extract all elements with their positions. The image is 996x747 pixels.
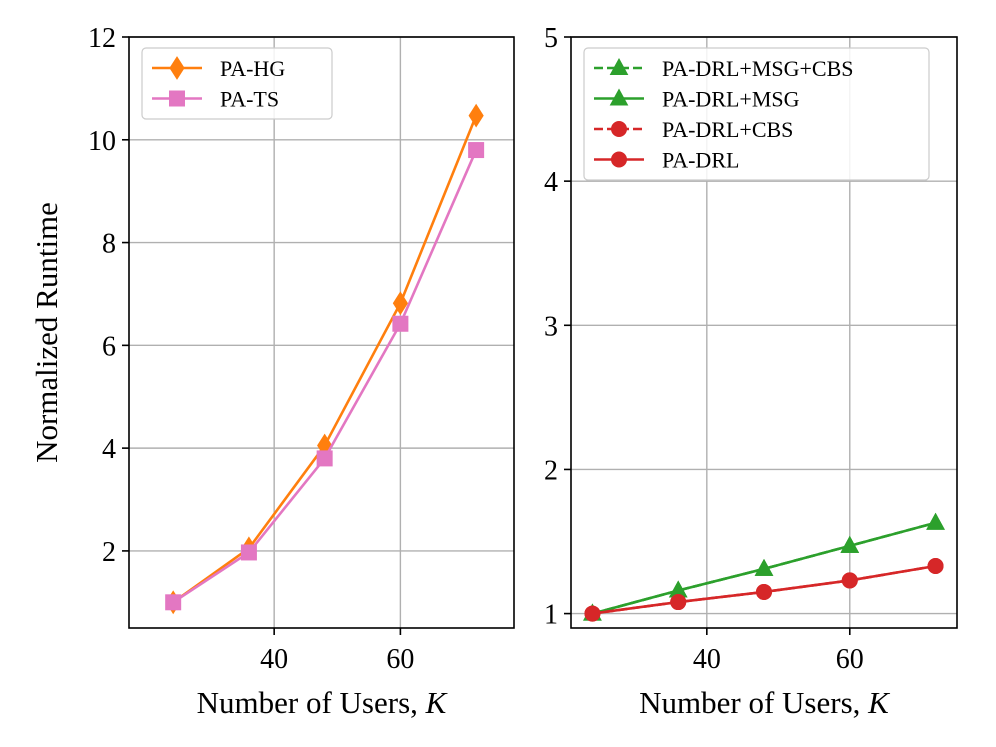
legend-entry: PA-DRL xyxy=(594,148,739,173)
legend-entry: PA-DRL+CBS xyxy=(594,117,793,142)
x-axis-label-variable: K xyxy=(867,685,891,720)
legend-label: PA-DRL+MSG+CBS xyxy=(662,56,854,81)
data-point xyxy=(840,535,860,553)
data-point xyxy=(468,142,485,159)
series-pa-ts xyxy=(165,142,485,611)
legend-box xyxy=(583,47,930,181)
legend: PA-DRL+MSG+CBS PA-DRL+MSG PA-DRL+CBS PA-DRL xyxy=(583,47,930,181)
y-tick-label: 2 xyxy=(544,455,558,486)
legend-marker xyxy=(609,88,629,106)
data-point xyxy=(392,291,408,316)
x-axis-label-text: Number of Users, xyxy=(639,685,868,720)
legend-entry: PA-DRL+MSG xyxy=(594,87,800,112)
y-tick-label: 4 xyxy=(544,167,558,198)
y-axis-label: Normalized Runtime xyxy=(29,202,64,463)
y-tick-label: 6 xyxy=(102,331,116,362)
data-point xyxy=(927,558,944,575)
y-tick-label: 1 xyxy=(544,600,558,631)
chart-panel-1: 40 60 2 4 6 8 10 12 Number of Users, K Normalized… xyxy=(29,23,515,720)
legend-label: PA-DRL+CBS xyxy=(662,117,793,142)
x-axis-label: Number of Users, K xyxy=(197,685,449,720)
x-tick-label: 40 xyxy=(260,644,288,675)
series-line xyxy=(172,149,478,604)
legend-entry: PA-HG xyxy=(152,56,285,81)
data-point xyxy=(841,572,858,589)
x-axis-label-variable: K xyxy=(425,685,449,720)
data-point xyxy=(584,605,601,622)
y-tick-label: 3 xyxy=(544,311,558,342)
data-point xyxy=(670,594,687,611)
data-point xyxy=(392,315,409,332)
data-point xyxy=(316,450,333,467)
legend-entry: PA-DRL+MSG+CBS xyxy=(594,56,854,81)
data-point xyxy=(756,583,772,600)
x-tick-label: 60 xyxy=(386,644,414,675)
y-tick-label: 8 xyxy=(102,229,116,260)
data-point xyxy=(165,594,182,611)
series-pa-drl xyxy=(584,558,944,622)
legend-marker xyxy=(611,151,627,168)
series-pa-drl-msg xyxy=(583,512,945,621)
plot-frame xyxy=(570,36,958,629)
x-tick-label: 40 xyxy=(693,644,721,675)
legend-marker xyxy=(169,56,185,80)
legend: PA-HG PA-TS xyxy=(141,47,333,120)
x-tick-label: 60 xyxy=(836,644,864,675)
data-point xyxy=(754,558,774,576)
chart-panel-2: 40 60 1 2 3 4 5 Number of Users, K PA-DRL+MSG+CB… xyxy=(544,23,958,720)
series-pa-hg xyxy=(165,103,484,615)
legend-box xyxy=(141,47,333,120)
legend-marker xyxy=(609,57,629,75)
y-tick-label: 4 xyxy=(102,434,116,465)
y-tick-label: 5 xyxy=(544,23,558,54)
series-line xyxy=(172,115,478,604)
y-tick-label: 12 xyxy=(88,23,116,54)
y-tick-label: 2 xyxy=(102,537,116,568)
x-axis-label: Number of Users, K xyxy=(639,685,891,720)
legend-marker xyxy=(169,90,185,107)
legend-label: PA-HG xyxy=(220,56,285,81)
data-point xyxy=(468,103,484,128)
data-point xyxy=(926,512,945,530)
x-axis-label-text: Number of Users, xyxy=(197,685,426,720)
legend-label: PA-DRL xyxy=(662,148,739,173)
legend-entry: PA-TS xyxy=(152,87,279,112)
plot-frame xyxy=(128,36,515,629)
legend-marker xyxy=(611,121,627,137)
y-tick-label: 10 xyxy=(88,126,116,157)
legend-label: PA-TS xyxy=(220,87,279,112)
legend-label: PA-DRL+MSG xyxy=(662,87,800,112)
data-point xyxy=(240,544,257,561)
